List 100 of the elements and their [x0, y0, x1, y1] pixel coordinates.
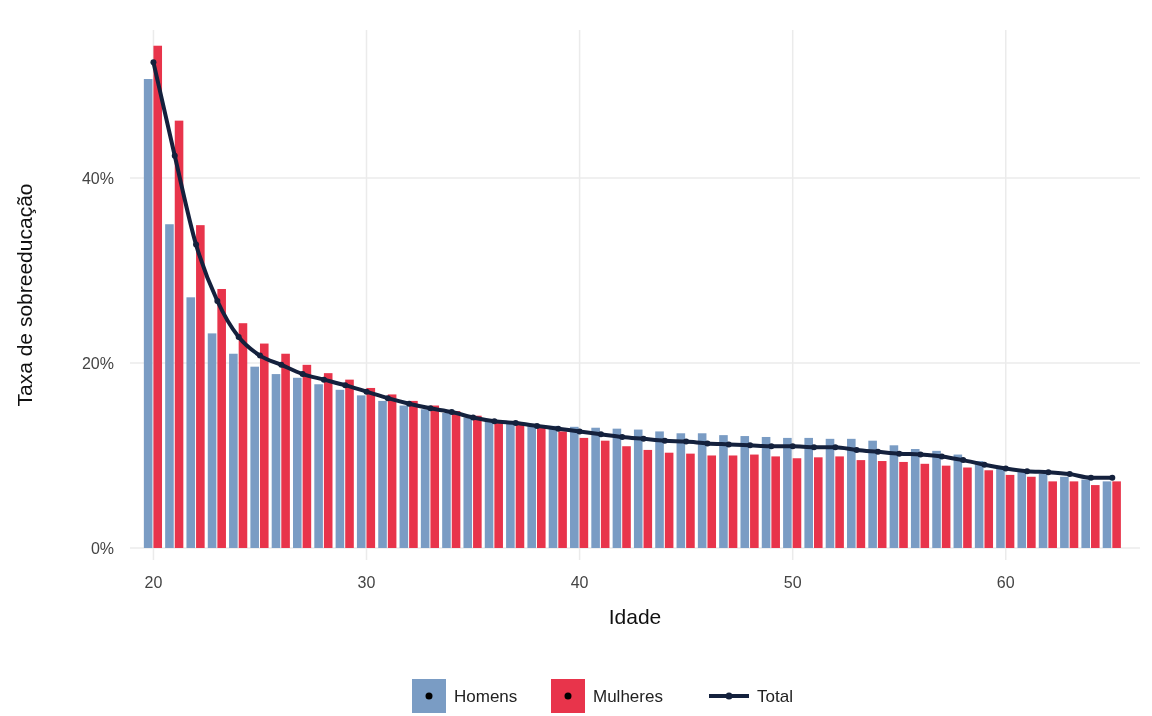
point	[981, 461, 988, 468]
point	[1066, 470, 1073, 477]
point	[960, 457, 967, 464]
bar	[143, 79, 153, 548]
bar	[877, 461, 887, 548]
bar	[196, 225, 205, 548]
x-tick-label: 60	[996, 574, 1015, 591]
point	[1002, 465, 1009, 472]
bar	[761, 436, 771, 548]
point	[1109, 474, 1116, 481]
point	[725, 441, 732, 448]
bar	[813, 457, 823, 548]
point	[193, 241, 200, 248]
bar	[335, 389, 345, 548]
bar	[835, 456, 844, 548]
bar	[600, 440, 610, 548]
bar	[1069, 481, 1079, 548]
point	[789, 443, 796, 450]
point	[448, 409, 455, 416]
bar	[1038, 473, 1048, 548]
point	[470, 414, 477, 421]
bar	[1081, 479, 1090, 548]
y-axis-title: Taxa de sobreeducação	[13, 183, 36, 407]
bar	[570, 426, 579, 548]
point	[619, 433, 626, 440]
bar	[719, 435, 728, 548]
bar	[728, 455, 738, 548]
bar	[484, 420, 494, 548]
bar	[463, 417, 473, 548]
point	[1024, 468, 1031, 475]
bar	[536, 427, 546, 548]
bar	[804, 437, 813, 548]
point	[299, 371, 306, 378]
point	[1045, 469, 1052, 476]
legend-label: Homens	[454, 686, 518, 706]
bar	[612, 428, 622, 548]
x-tick-label: 50	[783, 574, 802, 591]
point	[832, 444, 839, 451]
bar	[378, 400, 387, 548]
bar	[506, 423, 515, 548]
bar	[238, 323, 248, 548]
point	[363, 388, 370, 395]
point	[896, 450, 903, 457]
bar	[430, 405, 440, 548]
bar	[229, 353, 238, 548]
bar	[442, 412, 451, 548]
bar	[1060, 476, 1069, 548]
bar	[655, 431, 664, 548]
bar	[622, 446, 631, 548]
point	[214, 298, 221, 305]
bar	[207, 333, 217, 548]
bar	[250, 366, 259, 548]
bar	[664, 452, 674, 548]
point	[810, 444, 817, 451]
point	[342, 382, 349, 389]
bar	[409, 400, 418, 548]
bar	[399, 405, 409, 548]
y-tick-label: 40%	[81, 169, 114, 187]
y-tick-label: 0%	[90, 539, 114, 557]
point	[320, 376, 327, 383]
bar	[996, 466, 1005, 548]
legend-label: Mulheres	[593, 686, 663, 706]
x-tick-label: 20	[144, 574, 163, 591]
bar	[856, 460, 866, 548]
bar	[591, 427, 600, 548]
bar	[515, 424, 525, 548]
point	[938, 453, 945, 460]
bar	[771, 456, 780, 548]
bar	[314, 384, 323, 548]
bar	[356, 395, 366, 548]
point	[1087, 474, 1094, 481]
point	[555, 425, 562, 432]
bar	[165, 224, 174, 548]
bar	[366, 387, 376, 548]
point	[917, 451, 924, 458]
point	[661, 437, 668, 444]
bar	[697, 433, 707, 548]
point	[491, 418, 498, 425]
point	[704, 440, 711, 447]
point	[576, 428, 583, 435]
x-axis-title: Idade	[608, 605, 662, 628]
bar	[750, 454, 759, 548]
bar	[1048, 481, 1057, 548]
bar	[825, 438, 835, 548]
y-tick-label: 20%	[81, 354, 114, 372]
bar	[920, 463, 930, 548]
bar	[1102, 481, 1112, 548]
point	[768, 443, 775, 450]
point	[683, 438, 690, 445]
bar	[932, 450, 941, 548]
bar	[633, 429, 643, 548]
bar	[186, 297, 196, 548]
bar	[420, 409, 430, 548]
bar	[451, 411, 461, 548]
bar	[676, 433, 686, 548]
bar	[558, 431, 567, 548]
bar	[323, 373, 333, 548]
bar	[527, 424, 536, 548]
bar	[740, 436, 750, 548]
point	[853, 446, 860, 453]
